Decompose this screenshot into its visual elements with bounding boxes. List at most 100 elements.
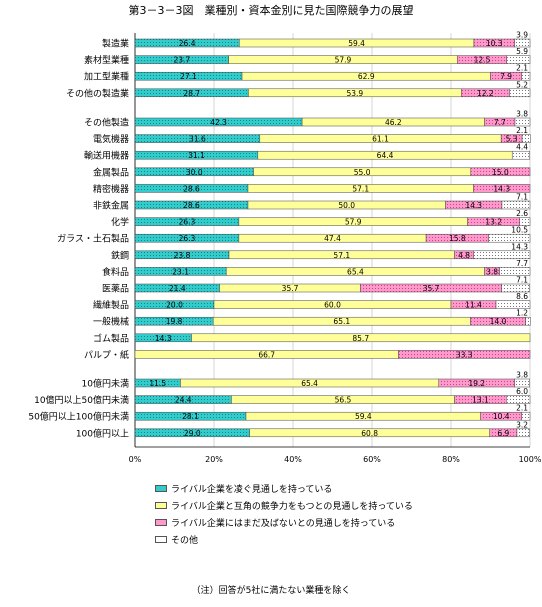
category-label: 加工型業種 [84,71,129,83]
data-label: 23.7 [173,56,190,65]
data-label: 26.3 [179,218,196,227]
data-label: 11.4 [465,301,482,310]
data-label: 60.8 [361,429,378,438]
data-label: 33.3 [456,350,473,359]
data-label: 66.7 [258,350,275,359]
category-label: 一般機械 [93,316,129,328]
data-label: 14.3 [465,201,482,210]
data-label: 35.7 [423,284,440,293]
data-label: 30.0 [186,168,203,177]
data-label: 28.6 [183,184,200,193]
bar-segment-other [506,395,531,404]
data-label: 53.9 [346,89,363,98]
category-label: 製造業 [102,38,129,50]
data-label: 7.1 [516,276,528,285]
category-label: 食料品 [102,266,129,278]
bar-segment-other [516,428,530,438]
data-label: 19.8 [166,317,183,326]
data-label: 15.8 [449,234,466,243]
legend-item: ライバル企業にはまだ及ばないとの見通しを持っている [155,514,413,531]
x-tick-label: 40% [284,455,302,464]
bar-segment-other [521,411,531,421]
data-label: 28.6 [183,201,200,210]
category-label: 非鉄金属 [93,200,129,212]
data-label: 19.2 [468,379,485,388]
data-label: 7.7 [494,118,506,127]
data-label: 61.1 [372,135,389,144]
data-label: 24.4 [175,396,192,405]
data-label: 5.2 [516,80,528,89]
bar-segment-other [488,233,531,243]
data-label: 21.4 [169,284,186,293]
bar-segment-other [509,88,531,98]
category-label: 繊維製品 [93,299,129,311]
data-label: 2.1 [516,64,528,73]
legend-swatch-equal [155,502,167,509]
legend-item: その他 [155,531,413,548]
data-label: 4.8 [458,251,470,260]
data-label: 13.1 [472,396,489,405]
data-label: 65.4 [301,379,318,388]
category-label: 100億円以上 [76,427,129,439]
x-tick-label: 0% [129,455,142,464]
bar-segment-other [514,378,530,388]
data-label: 27.1 [180,72,197,81]
category-label: ガラス・土石製品 [57,233,129,245]
data-label: 2.1 [516,404,528,413]
category-label: その他の製造業 [66,87,129,99]
data-label: 14.3 [493,184,510,193]
bar-segment-other [514,38,531,48]
data-label: 42.3 [210,118,227,127]
data-label: 12.2 [477,89,494,98]
category-label: その他製造 [84,117,129,129]
legend-swatch-lead [155,485,167,492]
data-label: 59.4 [355,412,372,421]
data-label: 3.9 [516,31,528,40]
data-label: 59.4 [348,39,365,48]
x-tick-label: 80% [442,455,460,464]
data-label: 12.5 [474,56,491,65]
data-label: 11.5 [149,379,166,388]
data-label: 60.0 [324,301,341,310]
data-label: 29.0 [184,429,201,438]
data-label: 57.9 [335,56,352,65]
data-label: 26.3 [179,234,196,243]
data-label: 64.4 [377,151,394,160]
bar-segment-other [473,250,531,260]
category-label: 化学 [111,216,129,228]
legend-item: ライバル企業を凌ぐ見通しを持っている [155,480,413,497]
data-label: 3.8 [516,371,528,380]
data-label: 56.5 [335,396,352,405]
data-label: 3.2 [516,420,528,429]
category-label: 輸送用機器 [84,150,129,162]
x-tick-label: 60% [363,455,381,464]
x-tick-label: 100% [519,455,542,464]
data-label: 6.0 [516,387,528,396]
category-label: 電気機器 [93,133,129,145]
category-label: パルプ・紙 [84,349,129,361]
legend-label: その他 [171,536,199,546]
data-label: 23.8 [174,251,191,260]
category-label: 50億円以上100億円未満 [28,411,129,423]
data-label: 50.0 [338,201,355,210]
data-label: 7.1 [516,193,528,202]
bar-segment-other [499,267,531,276]
data-label: 57.9 [345,218,362,227]
data-label: 20.0 [166,301,183,310]
data-label: 85.7 [352,334,369,343]
data-label: 5.3 [506,135,518,144]
data-label: 7.7 [516,259,528,268]
bar-segment-behind [470,167,531,177]
data-label: 3.8 [486,267,498,276]
data-label: 14.3 [155,334,172,343]
data-label: 8.6 [516,292,528,301]
data-label: 10.5 [511,226,528,235]
data-label: 57.1 [333,251,350,260]
bar-segment-behind [398,350,531,359]
bar-segment-other [495,300,531,309]
bar-segment-other [506,55,531,64]
data-label: 7.9 [500,72,512,81]
data-label: 1.2 [516,309,528,318]
data-label: 10.3 [486,39,503,48]
